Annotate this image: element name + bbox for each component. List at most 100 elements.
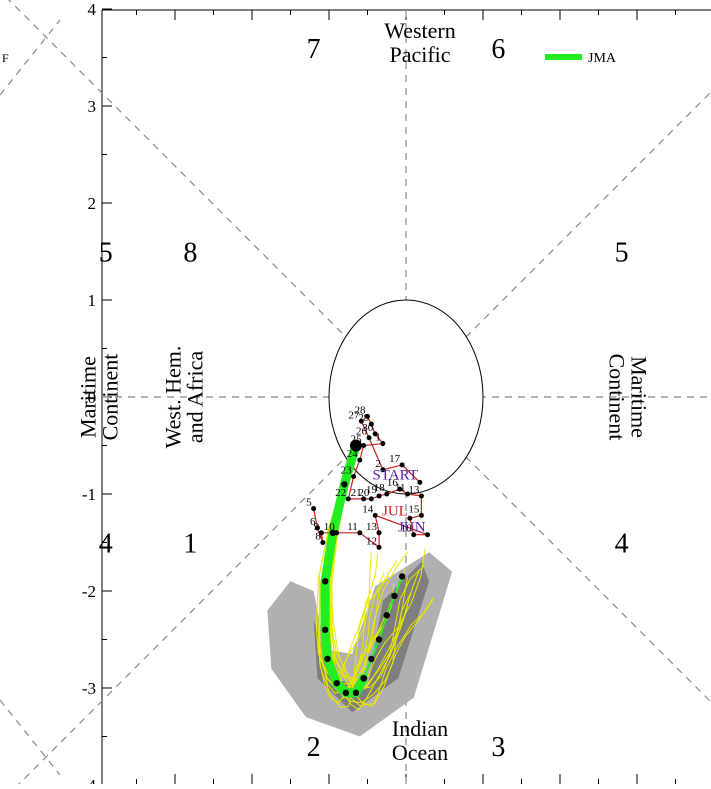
point-label: 13: [366, 521, 378, 533]
jma-mean-point: [398, 573, 406, 580]
jma-mean-track: [320, 441, 369, 698]
region-label-group: West. Hem.and Africa: [160, 346, 207, 449]
point-label: 9: [314, 521, 320, 533]
jma-mean-point: [360, 675, 367, 682]
jma-mean-point: [352, 689, 360, 697]
legend-label: JMA: [588, 51, 617, 66]
phase-label: 5: [615, 238, 629, 269]
observed-point: [368, 496, 374, 502]
jma-mean-point: [368, 655, 375, 663]
point-label: 10: [401, 523, 413, 535]
ensemble-member-track: [331, 445, 435, 707]
jma-mean-point: [342, 689, 350, 697]
observed-point: [372, 431, 378, 437]
jma-mean-point: [341, 481, 348, 488]
observed-point: [380, 441, 386, 447]
observed-point: [318, 530, 324, 536]
observed-point: [399, 462, 405, 468]
phase-label: 4: [99, 529, 113, 560]
y-tick-label: -2: [82, 582, 96, 601]
jma-mean-track-continued: [362, 576, 404, 679]
jma-mean-point: [333, 679, 340, 687]
jma-mean-point: [324, 655, 331, 663]
point-label: 6: [310, 516, 316, 528]
point-label: 24: [347, 448, 359, 460]
observed-point: [384, 491, 390, 497]
point-label: 10: [324, 521, 336, 533]
diagonal-guide: [0, 19, 61, 96]
observed-point: [425, 532, 431, 538]
phase-label: 8: [183, 238, 197, 269]
point-label: 8: [315, 531, 321, 543]
phase-label: 7: [307, 34, 321, 65]
diagonal-guide: [0, 699, 61, 776]
point-label: 11: [395, 482, 406, 494]
region-label: Ocean: [392, 740, 448, 765]
phase-label: 4: [615, 529, 629, 560]
observed-point: [372, 512, 378, 518]
point-label: 11: [347, 521, 358, 533]
point-label: 23: [341, 465, 353, 477]
observed-point: [320, 540, 326, 545]
region-label: Indian: [392, 716, 448, 741]
point-label: 28: [355, 404, 367, 416]
point-label: 21: [351, 487, 362, 499]
phase-label: 1: [183, 529, 197, 560]
jma-mean-point: [383, 612, 390, 619]
point-label: 20: [358, 487, 370, 499]
chart-labels: 43210-1-2-3-4START1722627282930125242322…: [2, 0, 652, 789]
observed-point: [418, 512, 424, 518]
jma-mean-point: [321, 578, 329, 585]
point-label: 19: [366, 484, 378, 496]
point-label: 29: [358, 412, 370, 424]
point-label: JUN: [398, 520, 426, 536]
observed-point: [345, 496, 351, 502]
point-label: 2: [375, 458, 381, 470]
observed-point: [418, 493, 424, 499]
point-label: 16: [387, 477, 399, 489]
point-label: 27: [348, 409, 360, 421]
y-tick-label: 2: [88, 194, 97, 213]
observed-point: [361, 443, 367, 448]
current-point: [349, 439, 362, 452]
observed-point: [397, 486, 403, 492]
observed-point: [358, 418, 364, 424]
region-label: Maritime: [76, 356, 101, 438]
point-label: 5: [306, 497, 312, 509]
observed-point: [407, 515, 413, 521]
region-label: West. Hem.: [160, 346, 185, 449]
jma-mean-point: [329, 529, 337, 536]
region-label: and Africa: [182, 351, 207, 443]
jma-mean-point: [391, 592, 398, 600]
phase-label: 5: [99, 238, 113, 269]
observed-point: [417, 479, 423, 485]
observed-point: [411, 532, 417, 538]
y-tick-label: 3: [88, 97, 97, 116]
observed-point: [376, 493, 382, 499]
y-tick-label: 1: [88, 291, 97, 310]
series-points: [311, 413, 431, 697]
observed-point: [376, 530, 382, 536]
legend: JMA: [545, 51, 617, 66]
point-label: 15: [408, 503, 420, 515]
observed-point: [311, 506, 317, 512]
point-label: 25: [351, 434, 363, 446]
point-label: 14: [362, 503, 374, 515]
observed-point: [351, 474, 357, 480]
point-label: JUL: [382, 503, 408, 519]
region-label: Continent: [605, 354, 630, 441]
point-label: 18: [374, 482, 386, 494]
y-tick-label: 0: [88, 388, 97, 407]
observed-point: [380, 467, 386, 473]
region-label: Pacific: [389, 42, 450, 67]
point-label: 22: [335, 487, 346, 499]
observed-point: [357, 457, 363, 463]
region-label: Maritime: [627, 356, 652, 438]
observed-point: [361, 496, 367, 502]
corner-label: F: [2, 51, 9, 65]
observed-point: [405, 491, 411, 497]
point-label: START: [372, 467, 417, 483]
